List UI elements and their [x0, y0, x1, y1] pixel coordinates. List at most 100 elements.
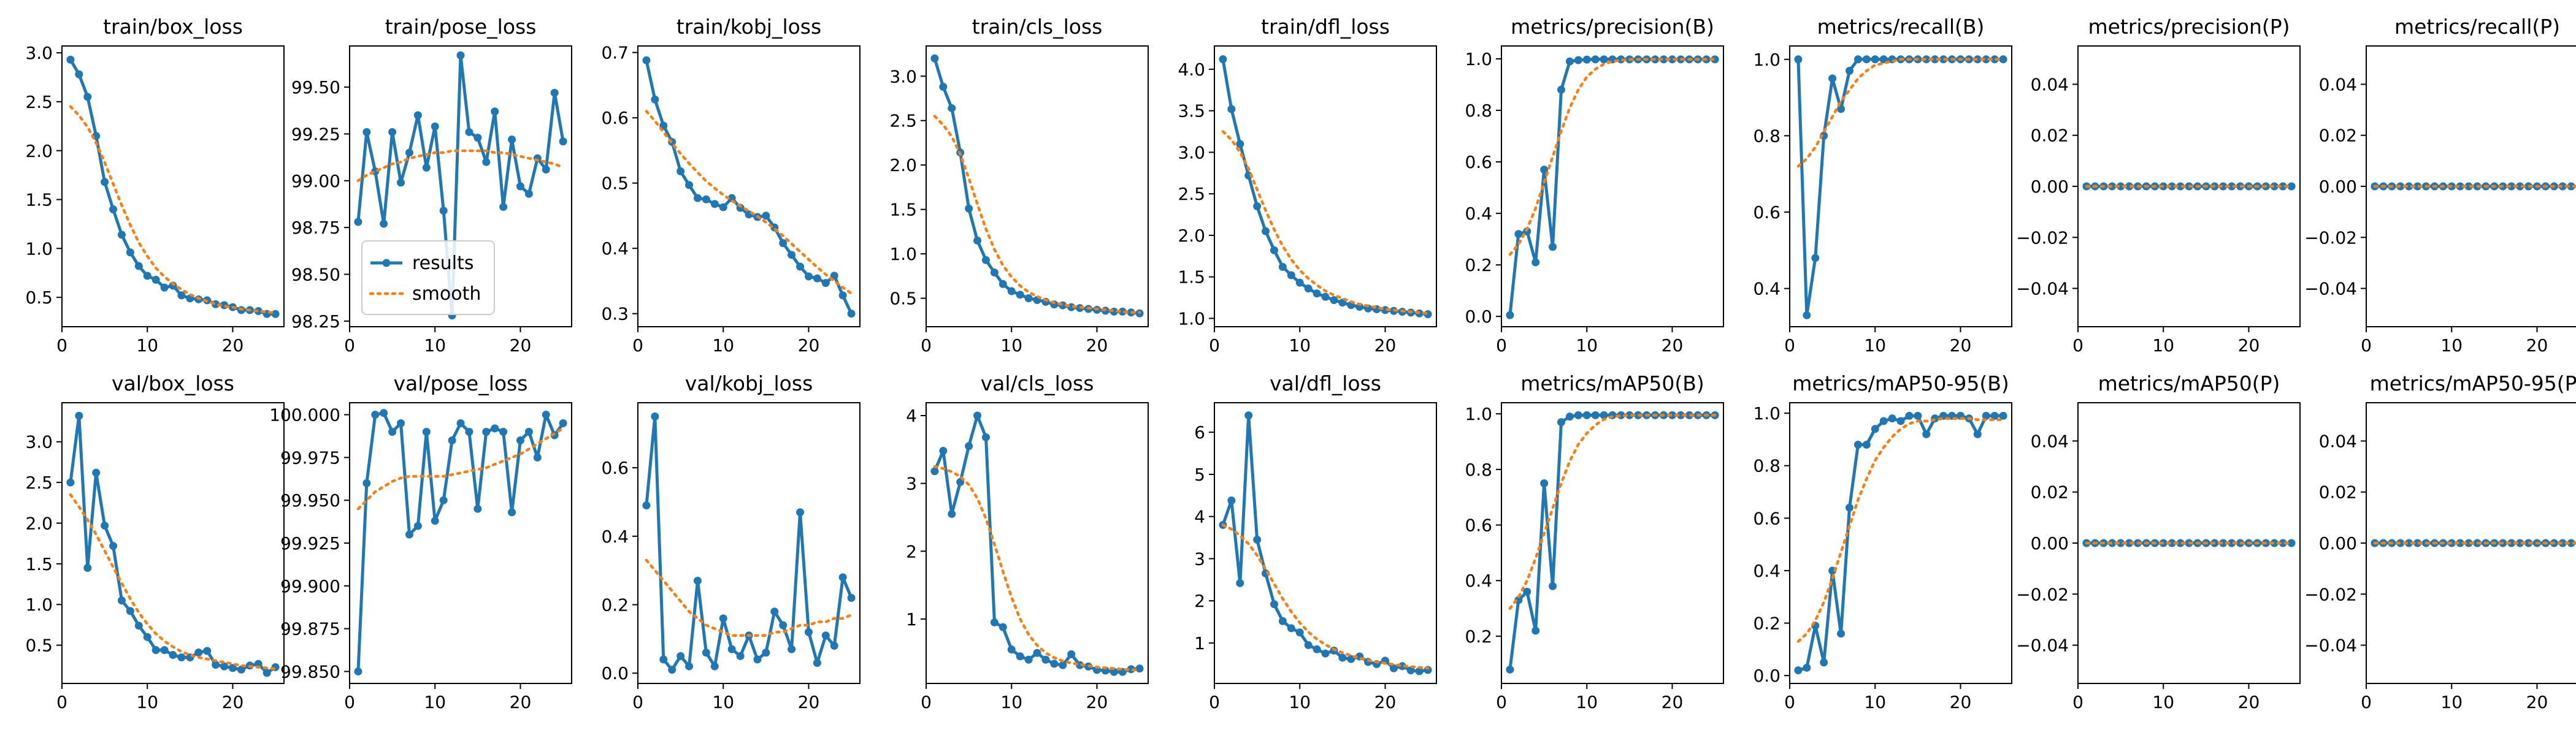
- y-tick-label: 0.04: [2031, 74, 2069, 94]
- results-data-point: [1566, 413, 1574, 420]
- results-data-point: [1863, 55, 1871, 63]
- results-data-point: [1999, 55, 2007, 63]
- y-tick-label: 0.4: [1753, 561, 1781, 581]
- results-data-point: [1279, 617, 1287, 625]
- results-data-point: [991, 268, 999, 276]
- results-data-point: [839, 291, 847, 299]
- results-data-point: [542, 411, 550, 419]
- subplot-title: val/dfl_loss: [1270, 371, 1381, 395]
- results-data-point: [1253, 202, 1261, 210]
- x-tick-label: 0: [1209, 692, 1220, 712]
- y-tick-label: 0.6: [601, 108, 629, 128]
- results-series-line: [1223, 59, 1428, 314]
- results-data-point: [848, 310, 856, 318]
- y-tick-label: −0.04: [2016, 279, 2069, 299]
- results-data-point: [1820, 658, 1828, 666]
- y-tick-label: 0.6: [601, 458, 629, 478]
- results-data-point: [542, 165, 550, 173]
- y-tick-label: 1.0: [1753, 403, 1781, 424]
- subplot-title: train/box_loss: [103, 15, 243, 39]
- x-tick-label: 20: [2526, 692, 2548, 712]
- y-tick-label: 0.2: [601, 595, 629, 615]
- y-tick-label: 0.8: [1753, 456, 1781, 476]
- results-data-point: [1270, 600, 1278, 608]
- x-tick-label: 20: [1374, 335, 1397, 356]
- results-data-point: [534, 454, 542, 462]
- y-tick-label: 0.5: [25, 636, 53, 656]
- results-data-point: [1506, 311, 1514, 319]
- results-data-point: [702, 649, 710, 656]
- results-data-point: [405, 149, 413, 157]
- y-tick-label: 2: [1194, 591, 1205, 611]
- results-data-point: [1287, 624, 1295, 632]
- results-data-point: [677, 167, 684, 175]
- y-tick-label: 2.0: [25, 513, 53, 533]
- y-tick-label: 3.5: [1178, 101, 1205, 121]
- results-data-point: [762, 649, 770, 656]
- results-data-point: [973, 412, 981, 420]
- results-data-point: [948, 104, 956, 112]
- subplot-title: metrics/precision(B): [1511, 15, 1714, 39]
- x-tick-label: 10: [1289, 692, 1311, 712]
- y-tick-label: 3: [906, 474, 917, 494]
- x-tick-label: 10: [1000, 335, 1022, 356]
- y-tick-label: 2.0: [889, 155, 917, 175]
- y-tick-label: 0.8: [1753, 126, 1781, 146]
- x-tick-label: 10: [136, 335, 158, 356]
- results-data-point: [813, 275, 821, 283]
- y-tick-label: 0.5: [25, 287, 53, 308]
- results-data-point: [822, 279, 830, 287]
- results-data-point: [694, 194, 702, 202]
- axes-frame: [926, 46, 1148, 327]
- x-tick-label: 10: [1864, 335, 1886, 356]
- results-data-point: [1531, 626, 1539, 634]
- smooth-series-line: [71, 495, 275, 669]
- y-tick-label: 2.5: [25, 473, 53, 493]
- results-data-point: [525, 190, 533, 198]
- results-data-point: [702, 196, 710, 204]
- x-tick-label: 20: [1950, 335, 1972, 356]
- results-data-point: [642, 501, 650, 509]
- axes-frame: [1790, 46, 2012, 327]
- results-data-point: [1016, 652, 1024, 660]
- results-data-point: [1067, 650, 1075, 658]
- results-data-point: [1025, 294, 1033, 302]
- results-data-point: [354, 668, 362, 675]
- results-data-point: [118, 596, 126, 604]
- x-tick-label: 10: [1000, 692, 1022, 712]
- results-data-point: [711, 663, 719, 671]
- x-tick-label: 0: [1496, 335, 1507, 356]
- y-tick-label: 0.4: [1465, 571, 1492, 591]
- results-data-point: [830, 642, 838, 650]
- x-tick-label: 10: [424, 692, 446, 712]
- results-data-point: [465, 428, 473, 436]
- results-data-point: [559, 419, 567, 427]
- results-data-point: [118, 230, 126, 238]
- results-data-point: [473, 505, 481, 513]
- results-data-point: [491, 107, 499, 115]
- results-data-point: [92, 469, 100, 477]
- results-data-point: [1871, 55, 1879, 63]
- subplot-title: train/dfl_loss: [1261, 15, 1390, 39]
- results-data-point: [362, 128, 370, 136]
- results-data-point: [1253, 536, 1261, 544]
- x-tick-label: 0: [2361, 692, 2372, 712]
- results-data-point: [965, 442, 973, 450]
- smooth-series-line: [646, 112, 851, 294]
- x-tick-label: 0: [632, 692, 643, 712]
- axes-frame: [1501, 46, 1723, 327]
- y-tick-label: 1.0: [25, 238, 53, 259]
- subplot-title: metrics/recall(B): [1817, 15, 1985, 39]
- y-tick-label: 6: [1194, 422, 1205, 443]
- results-data-point: [1600, 55, 1608, 63]
- results-data-point: [1803, 311, 1811, 319]
- results-data-point: [1583, 56, 1591, 64]
- results-data-point: [1583, 411, 1591, 419]
- smooth-series-line: [935, 466, 1140, 670]
- y-tick-label: −0.02: [2304, 584, 2357, 604]
- results-data-point: [101, 522, 109, 530]
- x-tick-label: 0: [56, 335, 67, 356]
- axes-frame: [638, 403, 860, 683]
